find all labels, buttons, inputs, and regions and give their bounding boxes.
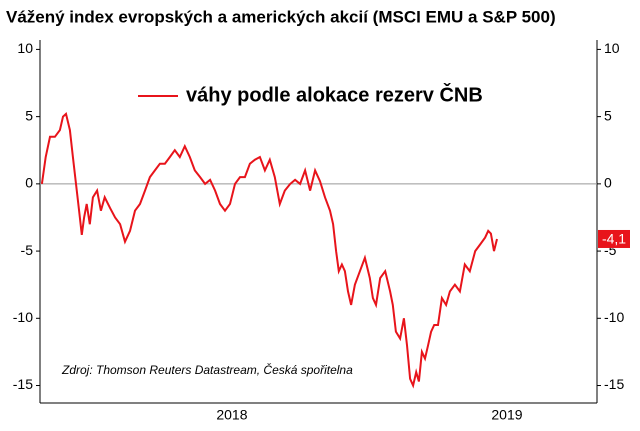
y-tick-label: 0 [25, 175, 33, 191]
y2-tick-label: 5 [604, 107, 612, 123]
end-label-box [598, 229, 630, 248]
y-tick-label: -10 [13, 309, 33, 325]
source-note: Zdroj: Thomson Reuters Datastream, Česká… [61, 362, 353, 377]
y-tick-label: 5 [25, 107, 33, 123]
series-line [40, 112, 498, 389]
y-tick-label: -5 [21, 242, 34, 258]
y-tick-label: -15 [13, 376, 33, 392]
x-tick-label: 2018 [216, 407, 247, 423]
end-label: -4,1 [602, 231, 626, 247]
y2-tick-label: -15 [604, 376, 624, 392]
legend-label: váhy podle alokace rezerv ČNB [186, 82, 483, 106]
y-tick-label: 10 [17, 40, 33, 56]
x-tick-label: 2019 [491, 407, 522, 423]
y2-tick-label: 10 [604, 40, 620, 56]
chart-title: Vážený index evropských a amerických akc… [6, 7, 556, 26]
y2-tick-label: 0 [604, 175, 612, 191]
y2-tick-label: -10 [604, 309, 624, 325]
